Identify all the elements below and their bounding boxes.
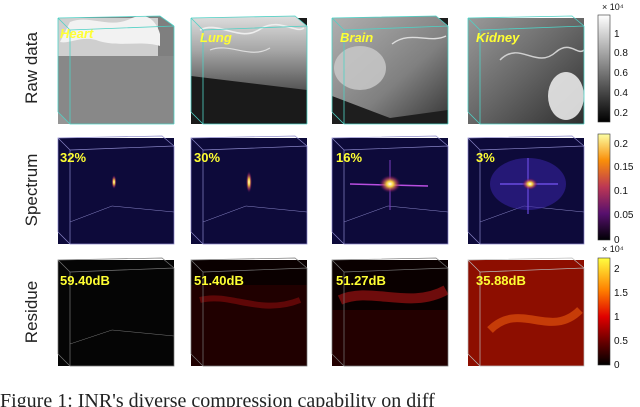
residue-row: 59.40dB 51.40dB 51.27dB 35.88dB (57, 257, 585, 367)
tick: 0.5 (614, 336, 628, 347)
tick: 0.05 (614, 210, 634, 221)
ratio-lung: 30% (194, 150, 220, 165)
cube-residue-lung: 51.40dB (190, 257, 308, 367)
colorbar-spectrum: 0.2 0.15 0.1 0.05 0 (597, 133, 634, 246)
tick: 1.5 (614, 288, 628, 299)
tick: 1 (614, 29, 620, 40)
label-brain: Brain (340, 30, 373, 45)
figure-caption: Figure 1: INR's diverse compression capa… (0, 390, 435, 407)
label-lung: Lung (200, 30, 232, 45)
colorbar-residue: × 10⁴ 2 1.5 1 0.5 0 (597, 244, 628, 371)
tick: 0.8 (614, 48, 628, 59)
ratio-brain: 16% (336, 150, 362, 165)
tick: 2 (614, 264, 620, 275)
cube-raw-lung: Lung (190, 15, 308, 125)
colorbar-raw: × 10⁴ 1 0.8 0.6 0.4 0.2 (597, 2, 628, 123)
raw-row: Heart Lung Brain Kidney (57, 15, 585, 125)
tick: 1 (614, 312, 620, 323)
cube-spectrum-kidney: 3% (467, 135, 585, 245)
row-labels: Raw data Spectrum Residue (22, 32, 41, 344)
tick: 0.2 (614, 108, 628, 119)
spectrum-row: 32% 30% 16% 3% (57, 135, 585, 245)
tick: 0 (614, 235, 620, 246)
tick: 0.6 (614, 68, 628, 79)
label-heart: Heart (60, 26, 94, 41)
cube-raw-kidney: Kidney (467, 15, 585, 125)
tick: 0 (614, 360, 620, 371)
colorbar-residue-exponent: × 10⁴ (602, 244, 624, 254)
row-label-residue: Residue (22, 281, 41, 343)
cube-raw-heart: Heart (57, 15, 175, 125)
cube-raw-brain: Brain (331, 15, 449, 125)
colorbar-raw-exponent: × 10⁴ (602, 2, 624, 12)
cube-residue-heart: 59.40dB (57, 257, 175, 367)
psnr-heart: 59.40dB (60, 273, 110, 288)
cube-spectrum-lung: 30% (190, 135, 308, 245)
psnr-kidney: 35.88dB (476, 273, 526, 288)
tick: 0.1 (614, 186, 628, 197)
tick: 0.15 (614, 162, 634, 173)
label-kidney: Kidney (476, 30, 520, 45)
cube-spectrum-brain: 16% (331, 135, 449, 245)
psnr-lung: 51.40dB (194, 273, 244, 288)
row-label-raw: Raw data (22, 32, 41, 104)
ratio-kidney: 3% (476, 150, 495, 165)
cube-residue-kidney: 35.88dB (467, 257, 585, 367)
psnr-brain: 51.27dB (336, 273, 386, 288)
cube-residue-brain: 51.27dB (331, 257, 449, 367)
row-label-spectrum: Spectrum (22, 154, 41, 227)
cube-spectrum-heart: 32% (57, 135, 175, 245)
tick: 0.2 (614, 139, 628, 150)
ratio-heart: 32% (60, 150, 86, 165)
tick: 0.4 (614, 88, 628, 99)
